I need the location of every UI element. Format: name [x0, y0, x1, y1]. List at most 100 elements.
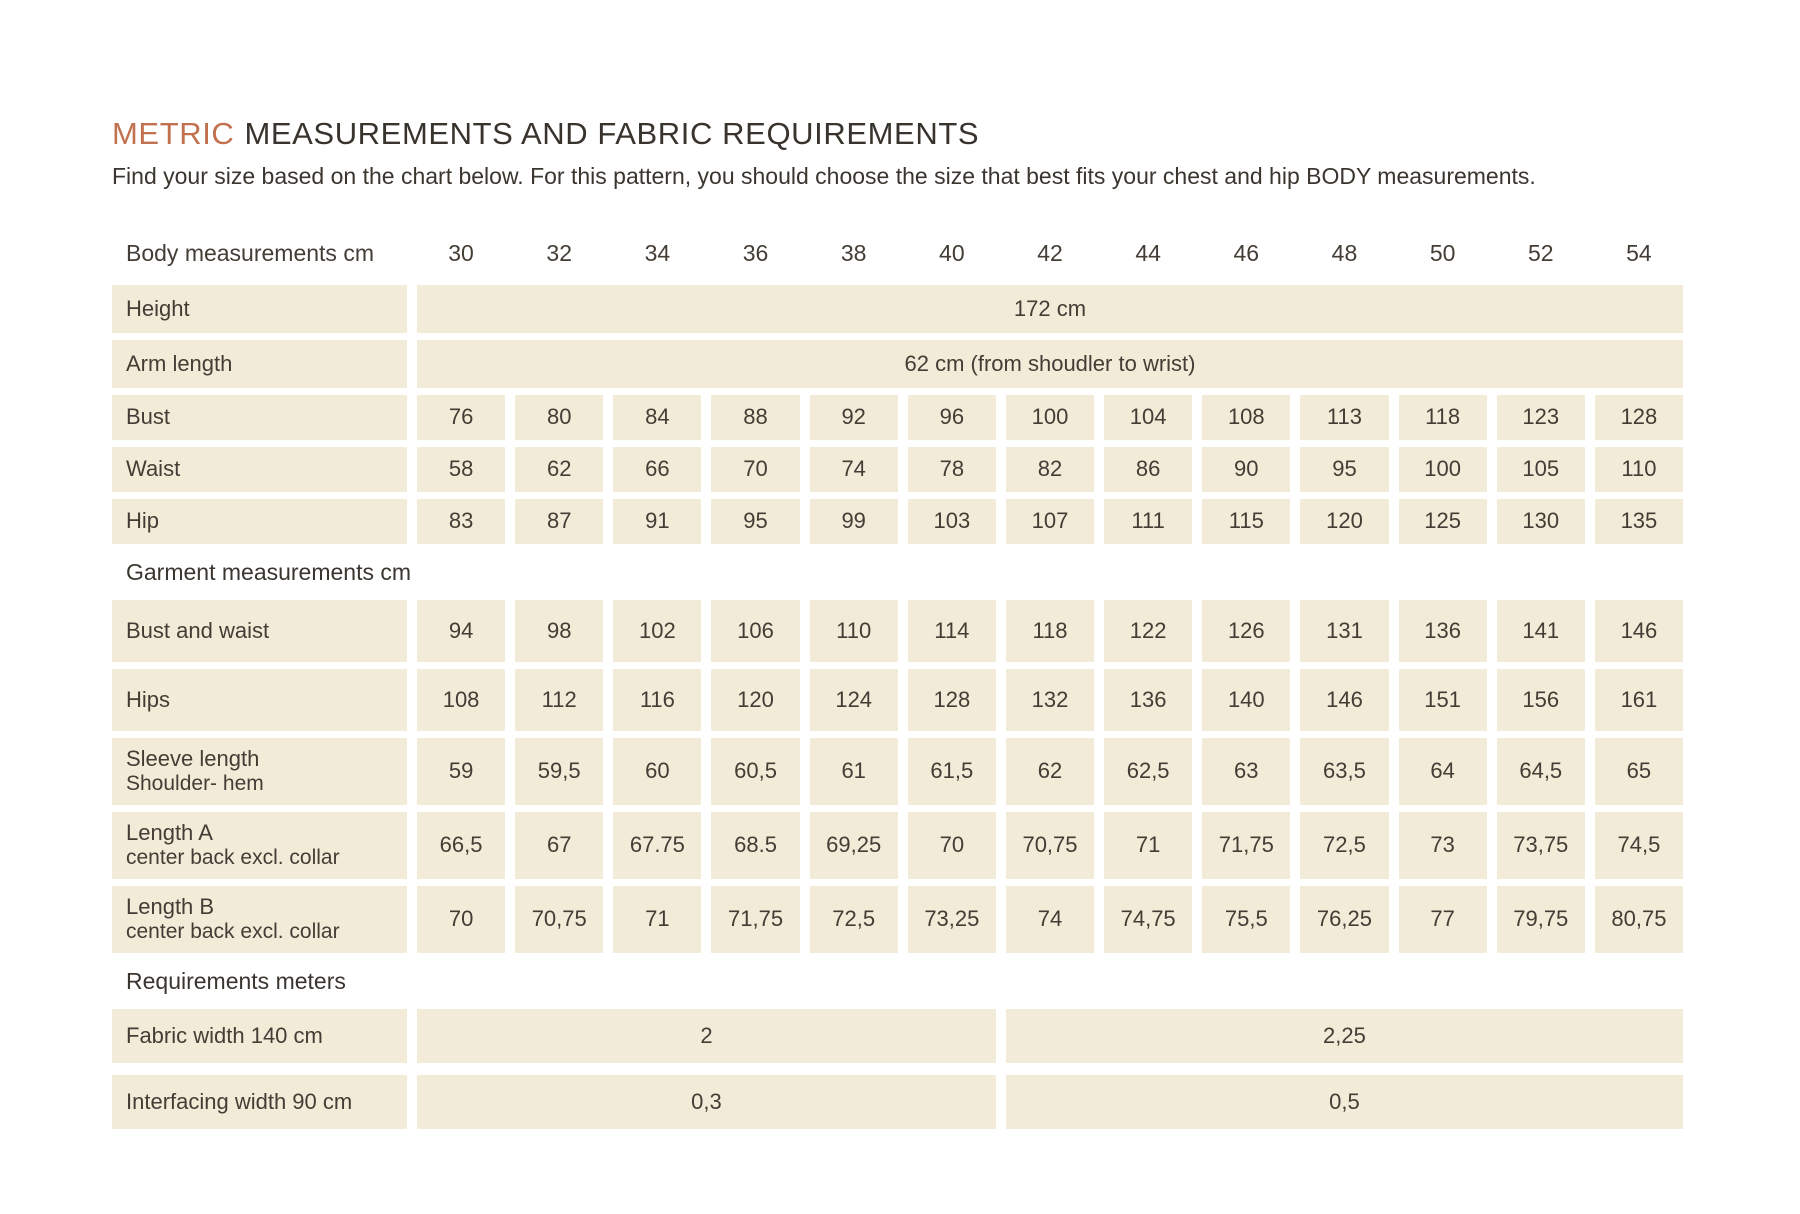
size-value-cell: 62	[515, 446, 604, 492]
size-value-cell: 96	[907, 394, 996, 440]
size-value-cell: 68.5	[711, 811, 800, 879]
table-row: Arm length 62 cm (from shoudler to wrist)	[112, 339, 1683, 388]
title-rest: MEASUREMENTS AND FABRIC REQUIREMENTS	[244, 116, 980, 151]
size-value-cell: 80	[515, 394, 604, 440]
size-value-cell: 79,75	[1496, 885, 1585, 953]
row-label-line1: Bust	[126, 404, 171, 430]
size-value-cell: 106	[711, 599, 800, 662]
size-value-cell: 70,75	[515, 885, 604, 953]
size-value-cell: 73,25	[907, 885, 996, 953]
size-value-cell: 61,5	[907, 737, 996, 805]
size-value-cell: 64	[1398, 737, 1487, 805]
column-header-body-measurements: Body measurements cm	[126, 240, 374, 267]
size-value-cell: 100	[1398, 446, 1487, 492]
section-heading: Garment measurements cm	[126, 559, 412, 586]
size-value-cell: 108	[417, 668, 506, 731]
row-label-line1: Hips	[126, 686, 171, 712]
row-label-line1: Interfacing width 90 cm	[126, 1088, 353, 1114]
size-value-cell: 123	[1496, 394, 1585, 440]
size-chart-table: Body measurements cm 30 32 34 36 38 40 42 44 46 48…	[112, 234, 1683, 1129]
row-label: Hip	[112, 498, 407, 544]
size-value-cell: 71	[613, 885, 702, 953]
table-row: Hips 108 112 116 120 124 128 132 136 140 146 151 156…	[112, 668, 1683, 731]
size-value-cell: 78	[907, 446, 996, 492]
size-value-cell: 63,5	[1300, 737, 1389, 805]
size-value-cell: 59	[417, 737, 506, 805]
size-value-cell: 86	[1104, 446, 1193, 492]
size-value-cell: 70	[907, 811, 996, 879]
page-subtitle: Find your size based on the chart below.…	[112, 163, 1536, 189]
size-value-cell: 58	[417, 446, 506, 492]
split-value-cell-left: 2	[417, 1008, 996, 1063]
size-value-cell: 74,5	[1594, 811, 1683, 879]
section-heading: Requirements meters	[126, 968, 346, 995]
size-value-cell: 74,75	[1104, 885, 1193, 953]
size-value-cell: 76	[417, 394, 506, 440]
size-value-cell: 118	[1005, 599, 1095, 662]
size-value-cell: 66,5	[417, 811, 506, 879]
size-value-cell: 115	[1202, 498, 1291, 544]
size-value-cell: 76,25	[1300, 885, 1389, 953]
size-value-cell: 59,5	[515, 737, 604, 805]
size-value-cell: 69,25	[809, 811, 898, 879]
row-label: Waist	[112, 446, 407, 492]
size-value-cell: 120	[711, 668, 800, 731]
size-value-cell: 104	[1104, 394, 1193, 440]
size-value-cell: 102	[613, 599, 702, 662]
row-label: Hips	[112, 668, 407, 731]
row-label-line2: center back excl. collar	[126, 919, 340, 943]
size-value-cell: 110	[809, 599, 898, 662]
size-value-cell: 107	[1005, 498, 1095, 544]
row-label-line1: Bust and waist	[126, 617, 270, 643]
split-value-cell-right: 0,5	[1005, 1074, 1683, 1129]
size-value-cell: 84	[613, 394, 702, 440]
size-value-cell: 64,5	[1496, 737, 1585, 805]
size-column-header: 42	[1037, 240, 1063, 267]
row-label-line1: Hip	[126, 508, 160, 534]
size-value-cell: 116	[613, 668, 702, 731]
split-value-cell-right: 2,25	[1005, 1008, 1683, 1063]
title-highlight: METRIC	[112, 116, 235, 151]
size-value-cell: 94	[417, 599, 506, 662]
table-row: Height 172 cm	[112, 284, 1683, 333]
table-row: Sleeve length Shoulder- hem 59 59,5 60 60,5 61…	[112, 737, 1683, 805]
size-value-cell: 122	[1104, 599, 1193, 662]
size-value-cell: 130	[1496, 498, 1585, 544]
row-label-line1: Arm length	[126, 350, 233, 376]
row-label: Height	[112, 284, 407, 333]
row-label: Bust and waist	[112, 599, 407, 662]
table-row: Hip 83 87 91 95 99 103 107 111 115 120 125 130 135	[112, 498, 1683, 544]
size-value-cell: 67.75	[613, 811, 702, 879]
table-row: Fabric width 140 cm 2 2,25	[112, 1008, 1683, 1063]
size-value-cell: 80,75	[1594, 885, 1683, 953]
size-value-cell: 125	[1398, 498, 1487, 544]
row-label-line1: Sleeve length	[126, 745, 260, 771]
size-value-cell: 105	[1496, 446, 1585, 492]
size-value-cell: 110	[1594, 446, 1683, 492]
size-value-cell: 136	[1398, 599, 1487, 662]
size-value-cell: 67	[515, 811, 604, 879]
split-value-cell-left: 0,3	[417, 1074, 996, 1129]
table-header-row: Body measurements cm 30 32 34 36 38 40 42 44 46 48…	[112, 234, 1683, 274]
size-value-cell: 66	[613, 446, 702, 492]
size-column-header: 30	[448, 240, 474, 267]
row-label: Arm length	[112, 339, 407, 388]
size-value-cell: 124	[809, 668, 898, 731]
size-value-cell: 126	[1202, 599, 1291, 662]
size-value-cell: 146	[1300, 668, 1389, 731]
size-value-cell: 60	[613, 737, 702, 805]
size-value-cell: 161	[1594, 668, 1683, 731]
size-column-header: 34	[644, 240, 671, 267]
size-column-header: 50	[1429, 240, 1456, 267]
table-row: Waist 58 62 66 70 74 78 82 86 90 95 100 105 110	[112, 446, 1683, 492]
row-label-line1: Length B	[126, 893, 215, 919]
size-value-cell: 128	[1594, 394, 1683, 440]
size-value-cell: 88	[711, 394, 800, 440]
page-title: METRIC MEASUREMENTS AND FABRIC REQUIREMEN…	[112, 116, 1800, 152]
size-value-cell: 74	[809, 446, 898, 492]
size-value-cell: 73	[1398, 811, 1487, 879]
size-value-cell: 113	[1300, 394, 1389, 440]
size-value-cell: 75,5	[1202, 885, 1291, 953]
size-value-cell: 71,75	[1202, 811, 1291, 879]
